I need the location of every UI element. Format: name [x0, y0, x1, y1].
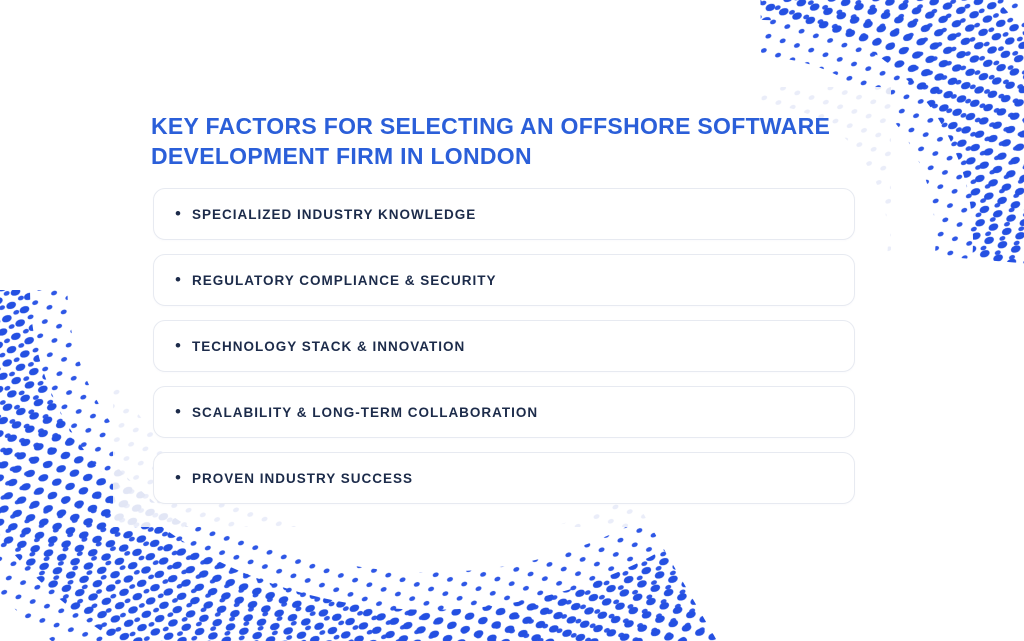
halftone-swirl-bottom-left: [0, 288, 718, 641]
bullet-icon: •: [175, 203, 181, 223]
page-title-line-1: KEY FACTORS FOR SELECTING AN OFFSHORE SO…: [151, 113, 831, 139]
bullet-icon: •: [175, 467, 181, 487]
factor-list: • SPECIALIZED INDUSTRY KNOWLEDGE • REGUL…: [153, 188, 855, 504]
list-item-specialized-industry-knowledge: • SPECIALIZED INDUSTRY KNOWLEDGE: [153, 188, 855, 240]
bullet-icon: •: [175, 335, 181, 355]
list-item-label: SCALABILITY & LONG-TERM COLLABORATION: [191, 404, 539, 420]
page-title: KEY FACTORS FOR SELECTING AN OFFSHORE SO…: [151, 111, 851, 171]
list-item-technology-stack-innovation: • TECHNOLOGY STACK & INNOVATION: [153, 320, 855, 372]
page-title-line-2: DEVELOPMENT FIRM IN LONDON: [151, 143, 532, 169]
bullet-icon: •: [175, 401, 181, 421]
list-item-scalability-long-term-collaboration: • SCALABILITY & LONG-TERM COLLABORATION: [153, 386, 855, 438]
card-content: KEY FACTORS FOR SELECTING AN OFFSHORE SO…: [113, 111, 891, 504]
list-item-label: TECHNOLOGY STACK & INNOVATION: [191, 338, 466, 354]
halftone-swirl-top-right: [759, 0, 1024, 264]
list-item-label: REGULATORY COMPLIANCE & SECURITY: [191, 272, 497, 288]
list-item-proven-industry-success: • PROVEN INDUSTRY SUCCESS: [153, 452, 855, 504]
list-item-label: PROVEN INDUSTRY SUCCESS: [191, 470, 413, 486]
bullet-icon: •: [175, 269, 181, 289]
list-item-label: SPECIALIZED INDUSTRY KNOWLEDGE: [191, 206, 477, 222]
list-item-regulatory-compliance-security: • REGULATORY COMPLIANCE & SECURITY: [153, 254, 855, 306]
content-card: KEY FACTORS FOR SELECTING AN OFFSHORE SO…: [113, 87, 891, 527]
